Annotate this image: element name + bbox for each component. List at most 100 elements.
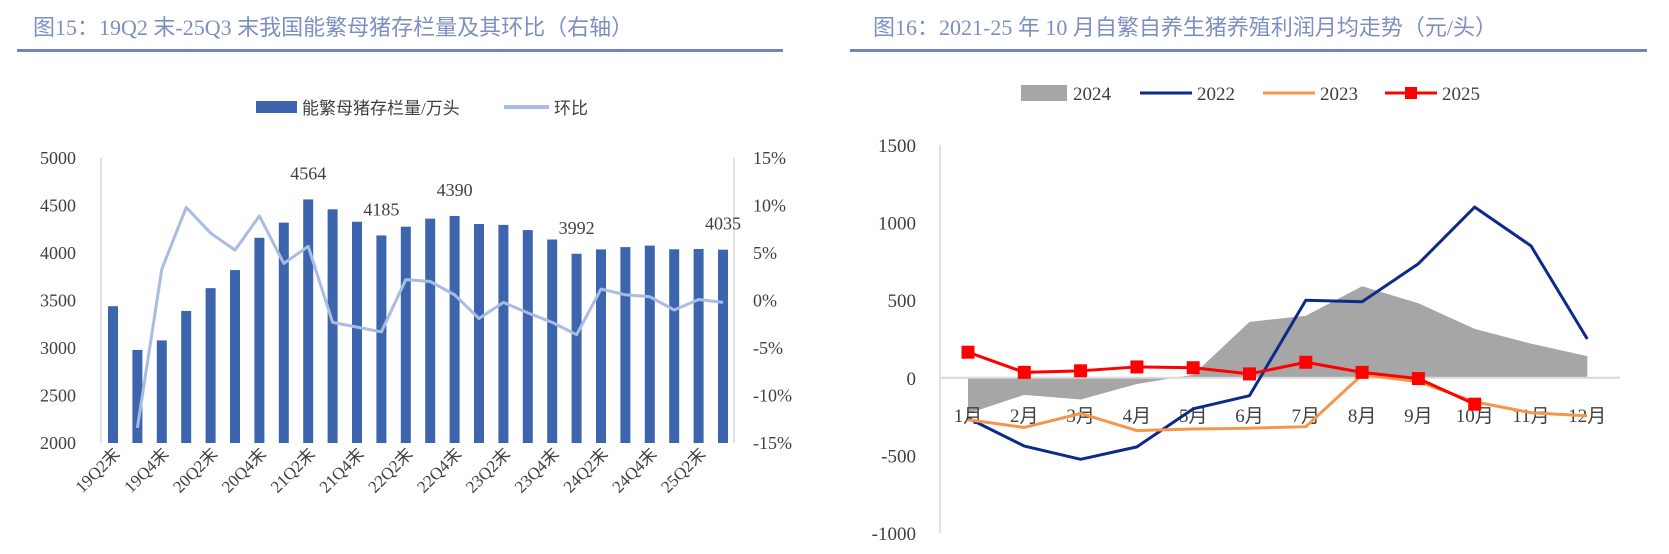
bar <box>230 270 240 443</box>
bar <box>254 237 265 443</box>
bar <box>718 249 728 443</box>
x-tick-label: 3月 <box>1066 406 1095 427</box>
legend-label: 2024 <box>1073 84 1112 105</box>
x-tick-label: 19Q2末 <box>72 444 124 496</box>
line-2023 <box>967 373 1588 433</box>
bar <box>156 340 167 443</box>
marker-2025 <box>1243 367 1256 381</box>
x-tick-label: 9月 <box>1404 406 1433 427</box>
y-tick-label: 1500 <box>878 136 916 157</box>
y-tick-label: 2000 <box>40 433 76 453</box>
y-tick-label: 500 <box>888 291 917 312</box>
x-tick-label: 4月 <box>1123 406 1152 427</box>
bar <box>181 310 192 443</box>
marker-2025 <box>961 345 975 359</box>
marker-2025 <box>1186 361 1200 375</box>
bar <box>498 224 509 443</box>
y-tick-label: 1000 <box>878 214 916 235</box>
y2-tick-label: -10% <box>753 386 792 406</box>
bar <box>596 249 606 443</box>
bar <box>132 349 143 443</box>
left-chart-title: 图15：19Q2 末-25Q3 末我国能繁母猪存栏量及其环比（右轴） <box>33 15 634 40</box>
ratio-line <box>135 205 724 429</box>
x-tick-label: 20Q2末 <box>169 444 221 496</box>
legend-label: 2023 <box>1320 84 1358 105</box>
x-tick-label: 25Q2末 <box>657 444 709 496</box>
data-label: 4390 <box>437 180 473 200</box>
marker-2025 <box>1130 360 1144 374</box>
right-chart-title: 图16：2021-25 年 10 月自繁自养生猪养殖利润月均走势（元/头） <box>873 15 1497 40</box>
y-tick-label: 5000 <box>40 148 76 168</box>
marker-2025 <box>1411 372 1425 386</box>
bar <box>620 247 631 443</box>
legend-label: 2022 <box>1197 84 1235 105</box>
x-tick-label: 6月 <box>1235 406 1264 427</box>
bar <box>693 249 704 443</box>
bar <box>669 249 680 443</box>
bar <box>644 245 655 443</box>
right-title-rule <box>850 49 1647 52</box>
x-tick-label: 22Q2末 <box>364 444 416 496</box>
bar <box>400 226 411 443</box>
bar <box>571 253 582 443</box>
marker-2025 <box>1355 365 1369 379</box>
legend-swatch-bar <box>256 101 297 113</box>
x-tick-label: 10月 <box>1456 406 1494 427</box>
data-label: 4035 <box>705 214 741 234</box>
legend-swatch-2024 <box>1021 85 1067 101</box>
y-tick-label: 3500 <box>40 291 76 311</box>
x-tick-label: 5月 <box>1179 406 1208 427</box>
x-tick-label: 8月 <box>1348 406 1377 427</box>
marker-2025 <box>1074 364 1088 378</box>
marker-2025 <box>1299 355 1313 369</box>
y2-tick-label: -5% <box>753 338 783 358</box>
y-tick-label: 4000 <box>40 243 76 263</box>
left-title-rule <box>17 49 783 52</box>
marker-2025 <box>1468 397 1482 411</box>
y-tick-label: 2500 <box>40 386 76 406</box>
line-2022 <box>967 205 1589 461</box>
line-2025 <box>967 350 1476 406</box>
x-tick-label: 23Q4末 <box>511 444 563 496</box>
bar <box>108 306 118 443</box>
y2-tick-label: 5% <box>753 243 777 263</box>
y2-tick-label: 0% <box>753 291 777 311</box>
y2-tick-label: 10% <box>753 196 786 216</box>
legend-marker-2025 <box>1405 87 1417 99</box>
y-tick-label: 4500 <box>40 196 76 216</box>
bar <box>278 222 289 443</box>
x-tick-label: 23Q2末 <box>462 444 514 496</box>
x-tick-label: 24Q2末 <box>560 444 612 496</box>
data-label: 3992 <box>559 218 595 238</box>
data-label: 4564 <box>290 163 326 183</box>
y2-tick-label: 15% <box>753 148 786 168</box>
x-tick-label: 21Q4末 <box>316 444 368 496</box>
bar <box>425 218 436 443</box>
bar <box>205 288 216 443</box>
x-tick-label: 12月 <box>1568 406 1606 427</box>
bar <box>352 221 362 443</box>
x-tick-label: 21Q2末 <box>267 444 319 496</box>
y-tick-label: 3000 <box>40 338 76 358</box>
y-tick-label: -1000 <box>872 524 916 545</box>
x-tick-label: 20Q4末 <box>218 444 270 496</box>
bar <box>547 239 558 443</box>
x-tick-label: 2月 <box>1010 406 1039 427</box>
x-tick-label: 19Q4末 <box>120 444 172 496</box>
legend-label: 环比 <box>554 99 588 118</box>
bar <box>376 235 387 443</box>
data-label: 4185 <box>363 199 399 219</box>
bar <box>522 230 533 443</box>
marker-2025 <box>1017 365 1031 379</box>
y-tick-label: -500 <box>881 446 916 467</box>
bar <box>474 224 484 443</box>
bar <box>303 199 314 443</box>
legend-label: 2025 <box>1442 84 1480 105</box>
x-tick-label: 22Q4末 <box>413 444 465 496</box>
bar <box>449 215 460 443</box>
legend-label: 能繁母猪存栏量/万头 <box>302 99 460 118</box>
x-tick-label: 24Q4末 <box>608 444 660 496</box>
bar <box>327 209 338 443</box>
y2-tick-label: -15% <box>753 433 792 453</box>
